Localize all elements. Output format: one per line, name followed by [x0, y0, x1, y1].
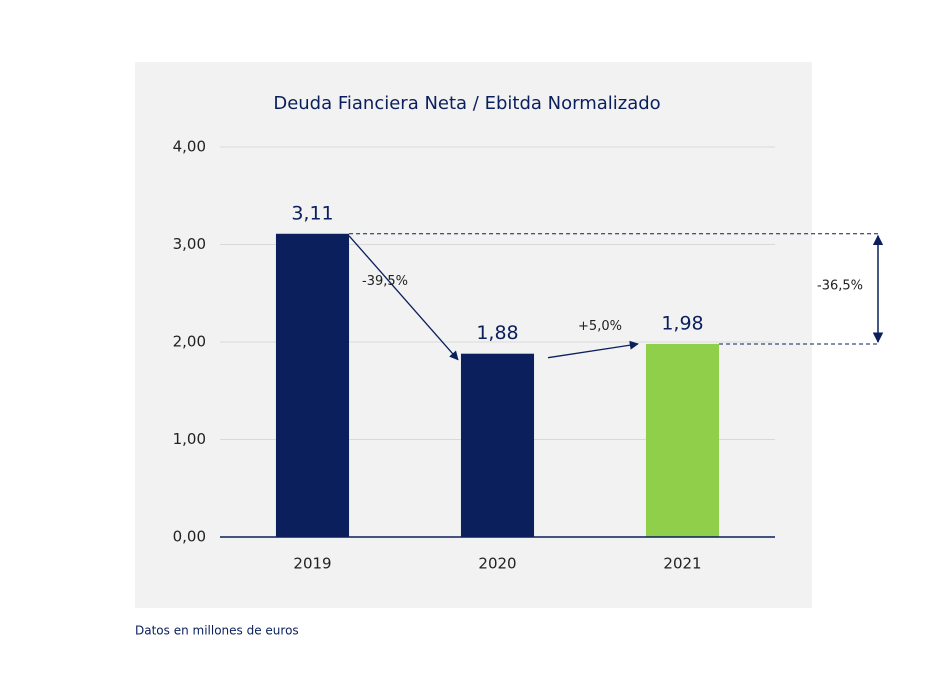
y-tick-label: 1,00 [173, 430, 206, 448]
value-label: 1,98 [661, 312, 703, 334]
value-label: 3,11 [291, 202, 333, 224]
y-tick-label: 3,00 [173, 235, 206, 253]
x-tick-label: 2019 [293, 555, 331, 573]
y-tick-label: 0,00 [173, 528, 206, 546]
bar [460, 353, 535, 537]
chart-title: Deuda Fianciera Neta / Ebitda Normalizad… [273, 93, 660, 114]
y-tick-label: 2,00 [173, 333, 206, 351]
bar [645, 343, 720, 537]
value-label: 1,88 [476, 322, 518, 344]
change-arrow [348, 235, 459, 361]
y-tick-label: 4,00 [173, 138, 206, 156]
x-tick-label: 2021 [663, 555, 701, 573]
annotation: -36,5% [817, 278, 863, 293]
annotation: +5,0% [578, 319, 622, 334]
footnote: Datos en millones de euros [135, 624, 299, 638]
bar [275, 233, 350, 537]
x-tick-label: 2020 [478, 555, 516, 573]
change-arrow [547, 340, 639, 359]
annotation: -39,5% [362, 274, 408, 289]
